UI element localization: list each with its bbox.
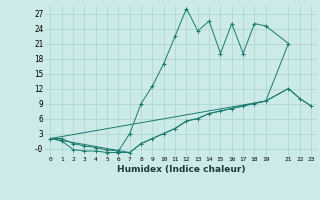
X-axis label: Humidex (Indice chaleur): Humidex (Indice chaleur) — [116, 165, 245, 174]
